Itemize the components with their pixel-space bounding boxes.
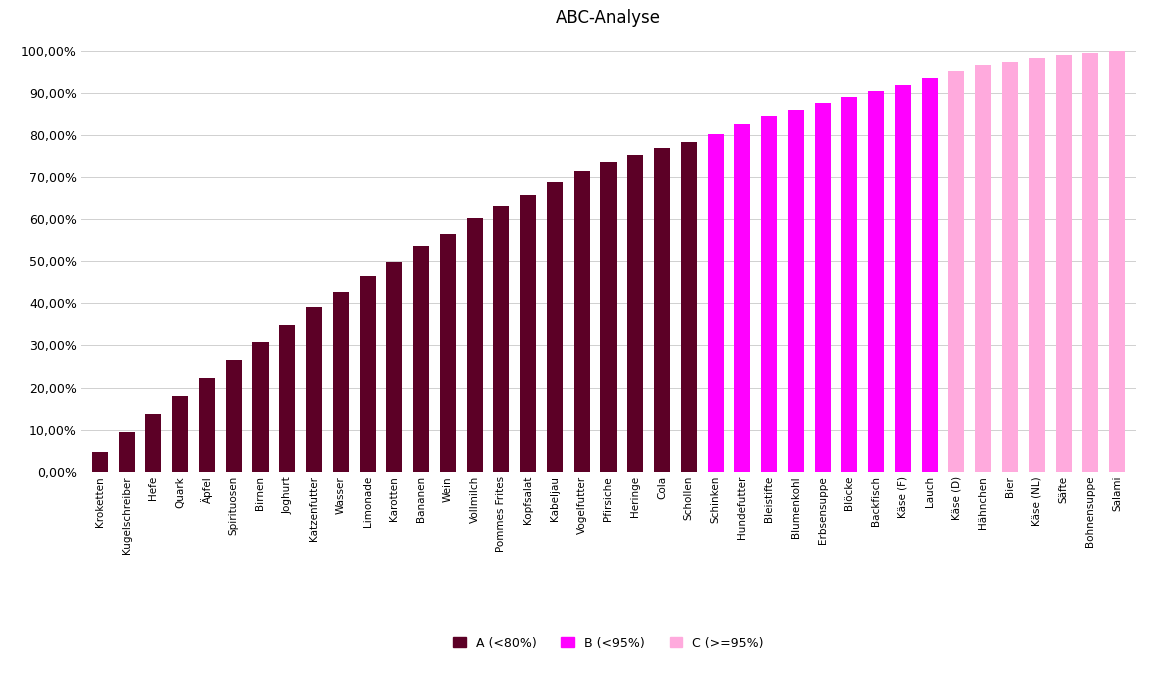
Bar bbox=[1003, 63, 1018, 472]
Bar bbox=[1109, 51, 1125, 472]
Bar bbox=[279, 326, 296, 472]
Bar bbox=[1029, 58, 1044, 472]
Bar bbox=[173, 396, 188, 472]
Bar bbox=[680, 142, 697, 472]
Bar bbox=[253, 342, 269, 472]
Bar bbox=[306, 307, 322, 472]
Bar bbox=[547, 182, 563, 472]
Bar bbox=[895, 85, 911, 472]
Bar bbox=[788, 109, 804, 472]
Bar bbox=[1083, 53, 1099, 472]
Bar bbox=[413, 247, 429, 472]
Bar bbox=[386, 262, 402, 472]
Bar bbox=[1056, 55, 1072, 472]
Bar bbox=[494, 206, 510, 472]
Bar bbox=[948, 71, 964, 472]
Bar bbox=[145, 414, 161, 472]
Bar bbox=[520, 195, 537, 472]
Bar bbox=[600, 162, 617, 472]
Bar bbox=[439, 234, 455, 472]
Bar bbox=[226, 360, 242, 472]
Bar bbox=[574, 171, 590, 472]
Bar bbox=[841, 97, 858, 472]
Bar bbox=[92, 452, 108, 472]
Bar bbox=[199, 378, 214, 472]
Bar bbox=[761, 116, 778, 472]
Title: ABC-Analyse: ABC-Analyse bbox=[556, 9, 661, 26]
Bar bbox=[921, 78, 938, 472]
Bar bbox=[735, 124, 750, 472]
Bar bbox=[333, 291, 349, 472]
Bar bbox=[359, 276, 376, 472]
Bar bbox=[975, 65, 991, 472]
Bar bbox=[118, 432, 134, 472]
Bar bbox=[467, 218, 482, 472]
Bar bbox=[627, 155, 643, 472]
Bar bbox=[707, 134, 723, 472]
Bar bbox=[654, 148, 670, 472]
Bar bbox=[868, 90, 884, 472]
Legend: A (<80%), B (<95%), C (>=95%): A (<80%), B (<95%), C (>=95%) bbox=[453, 636, 764, 650]
Bar bbox=[815, 103, 831, 472]
